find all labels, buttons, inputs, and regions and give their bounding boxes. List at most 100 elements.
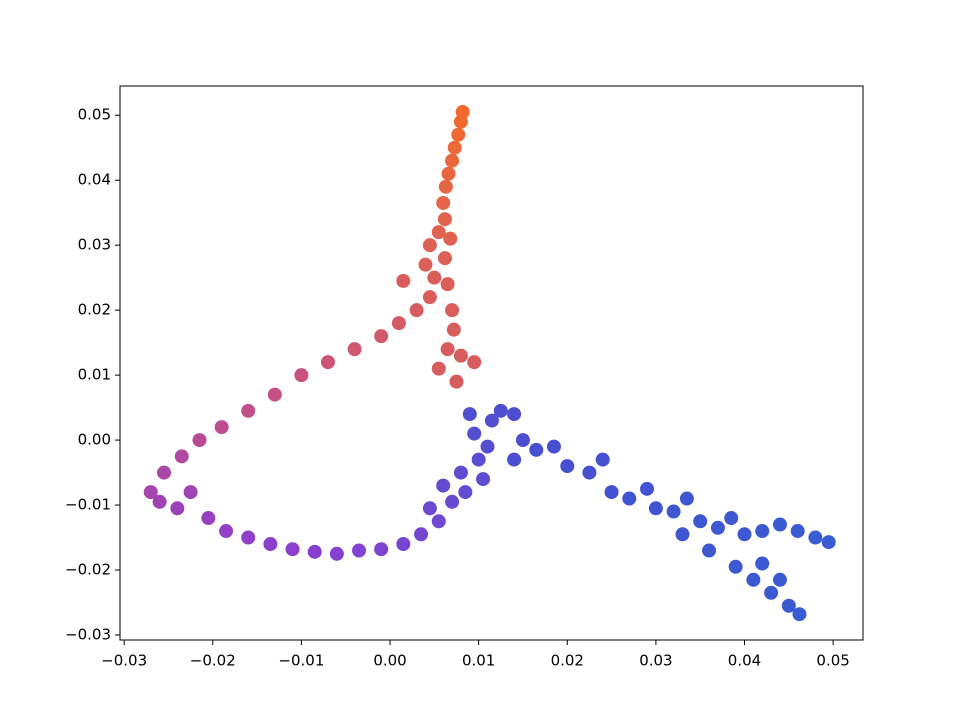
point: [467, 355, 482, 370]
point: [453, 114, 468, 129]
point: [507, 407, 522, 422]
plot-area: [143, 104, 836, 622]
point: [418, 257, 433, 272]
point: [462, 407, 477, 422]
point: [352, 543, 367, 558]
point: [422, 238, 437, 253]
point: [792, 607, 807, 622]
point: [214, 420, 229, 435]
point: [329, 546, 344, 561]
point: [427, 270, 442, 285]
point: [445, 303, 460, 318]
point: [422, 501, 437, 516]
point: [374, 542, 389, 557]
point: [710, 520, 725, 535]
point: [391, 316, 406, 331]
point: [476, 472, 491, 487]
point: [790, 524, 805, 539]
point: [702, 543, 717, 558]
point: [409, 303, 424, 318]
y-tick-label: −0.03: [65, 625, 111, 643]
point: [648, 501, 663, 516]
point: [449, 374, 464, 389]
point: [781, 598, 796, 613]
point: [484, 413, 499, 428]
point: [507, 452, 522, 467]
point: [764, 585, 779, 600]
point: [666, 504, 681, 519]
point: [431, 361, 446, 376]
point: [679, 491, 694, 506]
point: [347, 342, 362, 357]
point: [560, 459, 575, 474]
point: [515, 433, 530, 448]
point: [201, 511, 216, 526]
point: [772, 517, 787, 532]
point: [755, 556, 770, 571]
point: [320, 355, 335, 370]
point: [772, 572, 787, 587]
x-tick-label: −0.01: [278, 652, 324, 670]
x-tick-label: 0.00: [373, 652, 406, 670]
x-tick-label: 0.03: [639, 652, 672, 670]
y-tick-label: 0.04: [78, 171, 111, 189]
point: [724, 511, 739, 526]
x-tick-label: 0.04: [728, 652, 761, 670]
point: [170, 501, 185, 516]
point: [451, 127, 466, 142]
point: [453, 348, 468, 363]
point: [431, 225, 446, 240]
point: [438, 179, 453, 194]
point: [241, 403, 256, 418]
point: [446, 322, 461, 337]
point: [174, 449, 189, 464]
point: [640, 481, 655, 496]
point: [192, 433, 207, 448]
y-tick-label: −0.01: [65, 496, 111, 514]
point: [436, 478, 451, 493]
point: [604, 485, 619, 500]
point: [396, 273, 411, 288]
point: [441, 166, 456, 181]
point: [529, 442, 544, 457]
point: [467, 426, 482, 441]
point: [422, 290, 437, 305]
point: [746, 572, 761, 587]
point: [546, 439, 561, 454]
point: [183, 485, 198, 500]
point: [737, 527, 752, 542]
point: [294, 368, 309, 383]
point: [219, 524, 234, 539]
point: [307, 544, 322, 559]
y-tick-label: 0.01: [78, 366, 111, 384]
point: [241, 530, 256, 545]
point: [285, 542, 300, 557]
point: [263, 537, 278, 552]
point: [808, 530, 823, 545]
y-tick-label: 0.03: [78, 236, 111, 254]
point: [582, 465, 597, 480]
y-tick-label: 0.05: [78, 106, 111, 124]
point: [152, 494, 167, 509]
point: [374, 329, 389, 344]
point: [440, 342, 455, 357]
point: [453, 465, 468, 480]
point: [437, 212, 452, 227]
point: [437, 251, 452, 266]
x-tick-label: −0.03: [101, 652, 147, 670]
point: [436, 195, 451, 210]
point: [267, 387, 282, 402]
point: [471, 452, 486, 467]
x-tick-label: 0.01: [462, 652, 495, 670]
x-tick-label: 0.05: [816, 652, 849, 670]
point: [458, 485, 473, 500]
point: [414, 527, 429, 542]
x-tick-label: −0.02: [190, 652, 236, 670]
y-tick-label: −0.02: [65, 561, 111, 579]
point: [493, 403, 508, 418]
point: [595, 452, 610, 467]
point: [431, 514, 446, 529]
point: [157, 465, 172, 480]
point: [622, 491, 637, 506]
